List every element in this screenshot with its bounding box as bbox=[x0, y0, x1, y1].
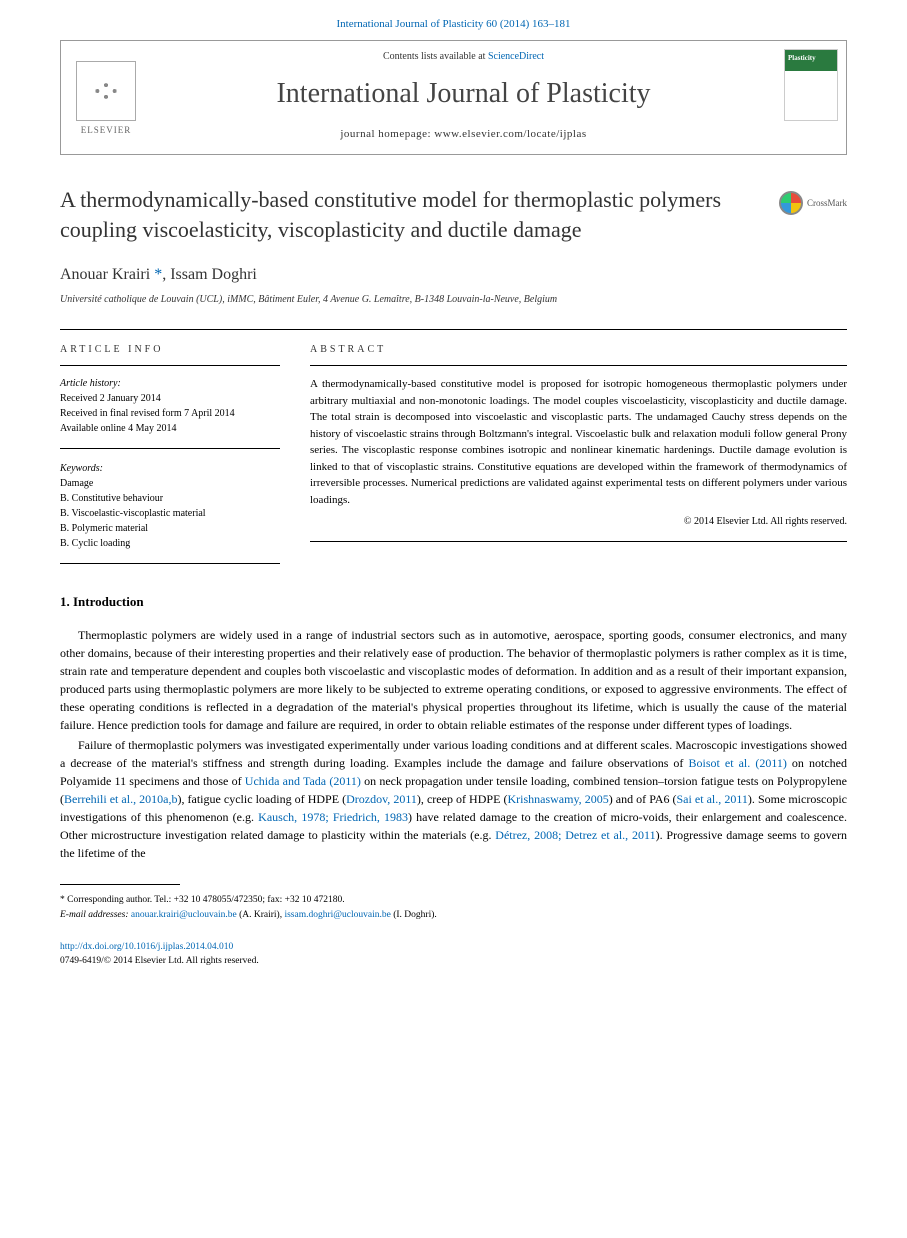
affiliation: Université catholique de Louvain (UCL), … bbox=[60, 294, 847, 305]
history-online: Available online 4 May 2014 bbox=[60, 421, 280, 436]
page-footer: http://dx.doi.org/10.1016/j.ijplas.2014.… bbox=[0, 932, 907, 989]
journal-cover-block bbox=[776, 41, 846, 154]
journal-center: Contents lists available at ScienceDirec… bbox=[151, 41, 776, 154]
keyword-2: B. Constitutive behaviour bbox=[60, 491, 280, 506]
email-link-2[interactable]: issam.doghri@uclouvain.be bbox=[284, 910, 390, 920]
ref-sai[interactable]: Sai et al., 2011 bbox=[677, 792, 748, 806]
corresponding-mark: * bbox=[154, 266, 162, 283]
keyword-1: Damage bbox=[60, 476, 280, 491]
history-revised: Received in final revised form 7 April 2… bbox=[60, 406, 280, 421]
doi-link[interactable]: http://dx.doi.org/10.1016/j.ijplas.2014.… bbox=[60, 942, 233, 952]
journal-cover-icon bbox=[784, 49, 838, 121]
keywords-label: Keywords: bbox=[60, 461, 280, 476]
elsevier-tree-icon bbox=[76, 61, 136, 121]
author-1: Anouar Krairi bbox=[60, 266, 150, 283]
article-info-column: ARTICLE INFO Article history: Received 2… bbox=[60, 330, 280, 564]
journal-title: International Journal of Plasticity bbox=[171, 78, 756, 110]
corresponding-author-note: * Corresponding author. Tel.: +32 10 478… bbox=[60, 893, 847, 907]
author-list: Anouar Krairi *, Issam Doghri bbox=[60, 266, 847, 284]
sciencedirect-link[interactable]: ScienceDirect bbox=[488, 51, 544, 62]
section-1-heading: 1. Introduction bbox=[60, 594, 847, 610]
keyword-4: B. Polymeric material bbox=[60, 521, 280, 536]
author-2: Issam Doghri bbox=[170, 266, 257, 283]
journal-homepage: journal homepage: www.elsevier.com/locat… bbox=[171, 128, 756, 140]
ref-berrehili[interactable]: Berrehili et al., 2010a,b bbox=[64, 792, 177, 806]
crossmark-icon bbox=[779, 191, 803, 215]
abstract-copyright: © 2014 Elsevier Ltd. All rights reserved… bbox=[310, 514, 847, 529]
ref-drozdov[interactable]: Drozdov, 2011 bbox=[346, 792, 417, 806]
ref-boisot[interactable]: Boisot et al. (2011) bbox=[688, 756, 786, 770]
history-received: Received 2 January 2014 bbox=[60, 391, 280, 406]
journal-masthead: ELSEVIER Contents lists available at Sci… bbox=[60, 40, 847, 155]
article-title: A thermodynamically-based constitutive m… bbox=[60, 185, 759, 244]
abstract-label: ABSTRACT bbox=[310, 344, 847, 355]
intro-paragraph-2: Failure of thermoplastic polymers was in… bbox=[60, 736, 847, 862]
keywords-block: Keywords: Damage B. Constitutive behavio… bbox=[60, 461, 280, 564]
contents-available-line: Contents lists available at ScienceDirec… bbox=[171, 51, 756, 62]
abstract-text: A thermodynamically-based constitutive m… bbox=[310, 376, 847, 542]
keyword-3: B. Viscoelastic-viscoplastic material bbox=[60, 506, 280, 521]
ref-detrez[interactable]: Détrez, 2008; Detrez et al., 2011 bbox=[495, 828, 655, 842]
footnote-separator bbox=[60, 884, 180, 885]
history-label: Article history: bbox=[60, 376, 280, 391]
crossmark-label: CrossMark bbox=[807, 198, 847, 208]
email-link-1[interactable]: anouar.krairi@uclouvain.be bbox=[131, 910, 237, 920]
running-header: International Journal of Plasticity 60 (… bbox=[0, 0, 907, 40]
ref-uchida[interactable]: Uchida and Tada (2011) bbox=[245, 774, 361, 788]
ref-kausch[interactable]: Kausch, 1978; Friedrich, 1983 bbox=[258, 810, 408, 824]
article-info-label: ARTICLE INFO bbox=[60, 344, 280, 355]
issn-copyright: 0749-6419/© 2014 Elsevier Ltd. All right… bbox=[60, 954, 847, 968]
publisher-logo-block: ELSEVIER bbox=[61, 41, 151, 154]
publisher-name: ELSEVIER bbox=[81, 125, 132, 135]
email-addresses: E-mail addresses: anouar.krairi@uclouvai… bbox=[60, 908, 847, 922]
keyword-5: B. Cyclic loading bbox=[60, 536, 280, 551]
article-history: Article history: Received 2 January 2014… bbox=[60, 376, 280, 449]
citation-text: International Journal of Plasticity 60 (… bbox=[336, 18, 570, 30]
ref-krishnaswamy[interactable]: Krishnaswamy, 2005 bbox=[507, 792, 608, 806]
crossmark-badge[interactable]: CrossMark bbox=[779, 191, 847, 215]
abstract-column: ABSTRACT A thermodynamically-based const… bbox=[310, 330, 847, 564]
footnotes: * Corresponding author. Tel.: +32 10 478… bbox=[0, 893, 907, 932]
intro-paragraph-1: Thermoplastic polymers are widely used i… bbox=[60, 626, 847, 734]
